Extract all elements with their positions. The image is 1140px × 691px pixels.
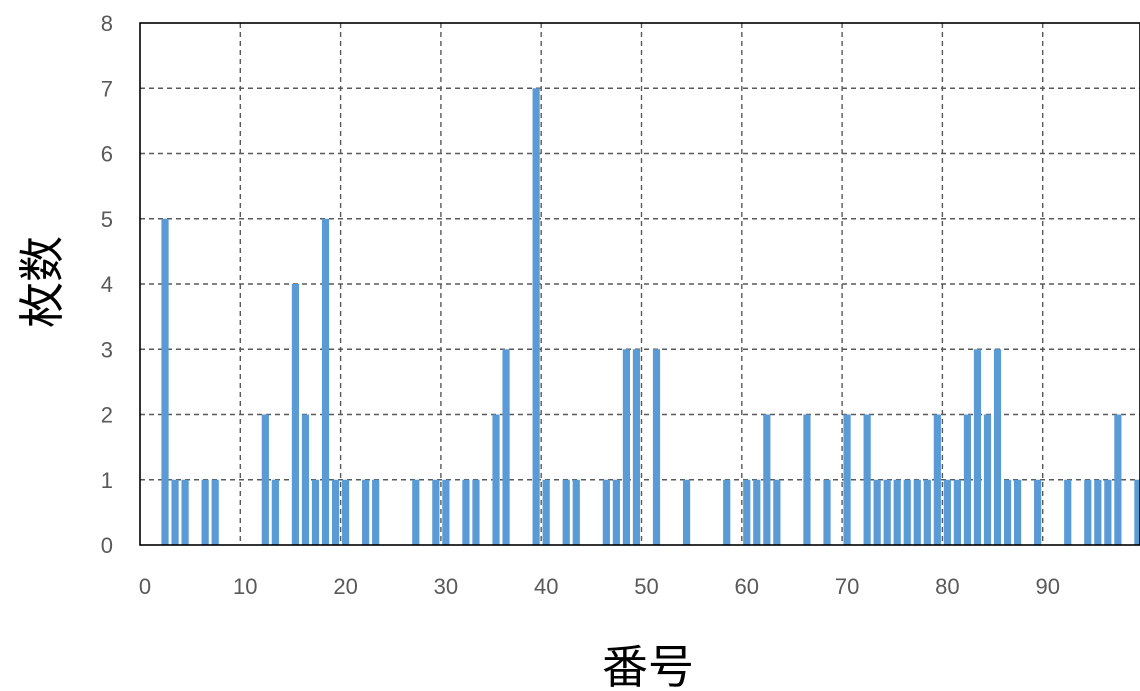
bar <box>753 479 761 545</box>
bar <box>903 479 911 545</box>
bar <box>472 479 480 545</box>
bar <box>181 479 189 545</box>
bar <box>1104 479 1112 545</box>
bar <box>201 479 209 545</box>
x-tick-labels: 0 10 20 30 40 50 60 70 80 90 <box>139 574 1060 599</box>
bar <box>602 479 610 545</box>
bar <box>1084 479 1092 545</box>
bar <box>823 479 831 545</box>
bar <box>963 414 972 545</box>
bar <box>682 479 691 545</box>
y-tick-label: 0 <box>101 533 113 558</box>
x-tick-label: 30 <box>434 574 458 599</box>
bar <box>803 414 811 545</box>
bar <box>883 479 891 545</box>
y-tick-label: 7 <box>101 76 113 101</box>
bar <box>271 479 279 545</box>
bar <box>1003 479 1012 545</box>
x-tick-label: 0 <box>139 574 151 599</box>
bar <box>562 479 570 545</box>
x-tick-label: 40 <box>534 574 558 599</box>
y-tick-label: 3 <box>101 337 113 362</box>
bar <box>933 414 941 545</box>
bar <box>492 414 500 545</box>
bar <box>432 479 440 545</box>
bars <box>161 88 1140 545</box>
bar <box>983 414 992 545</box>
bar <box>412 479 420 545</box>
bar <box>462 479 470 545</box>
x-tick-label: 80 <box>935 574 959 599</box>
bar <box>893 479 901 545</box>
y-tick-label: 5 <box>101 207 113 232</box>
bar <box>723 479 731 545</box>
bar <box>1064 479 1072 545</box>
x-tick-label: 60 <box>735 574 759 599</box>
bar <box>532 88 540 545</box>
bar <box>943 479 951 545</box>
x-tick-label: 70 <box>835 574 859 599</box>
bar <box>362 479 370 545</box>
y-tick-labels: 0 1 2 3 4 5 6 7 8 <box>101 11 113 558</box>
bar <box>1034 479 1042 545</box>
bar <box>261 414 269 545</box>
x-tick-label: 90 <box>1035 574 1059 599</box>
bar <box>863 414 871 545</box>
bar <box>211 479 219 545</box>
bar <box>1094 479 1102 545</box>
bar <box>161 218 169 545</box>
bar <box>953 479 961 545</box>
bar <box>843 414 851 545</box>
bar <box>873 479 881 545</box>
bar <box>1013 479 1022 545</box>
bar <box>321 218 330 545</box>
bar <box>301 414 310 545</box>
x-axis-title: 番号 <box>602 640 694 691</box>
bar <box>291 284 300 545</box>
bar <box>632 349 641 545</box>
bar <box>331 479 340 545</box>
bar <box>763 414 771 545</box>
bar <box>442 479 450 545</box>
y-tick-label: 2 <box>101 403 113 428</box>
bar <box>612 479 620 545</box>
y-tick-label: 6 <box>101 142 113 167</box>
bar <box>502 349 510 545</box>
bar <box>372 479 380 545</box>
y-tick-label: 8 <box>101 11 113 36</box>
bar <box>973 349 982 545</box>
bar <box>311 479 320 545</box>
bar <box>923 479 931 545</box>
bar <box>743 479 751 545</box>
bar <box>542 479 550 545</box>
x-tick-label: 50 <box>634 574 658 599</box>
bar <box>652 349 661 545</box>
bar <box>572 479 580 545</box>
plot-frame <box>139 22 1140 546</box>
bar <box>341 479 350 545</box>
y-tick-label: 4 <box>101 272 113 297</box>
bar <box>171 479 179 545</box>
x-tick-label: 20 <box>333 574 357 599</box>
y-axis-title: 枚数 <box>15 236 69 328</box>
y-tick-label: 1 <box>101 468 113 493</box>
bar <box>993 349 1002 545</box>
bar <box>913 479 921 545</box>
bar <box>1114 414 1122 545</box>
bar <box>773 479 781 545</box>
bar <box>622 349 631 545</box>
bar <box>1134 479 1140 545</box>
x-tick-label: 10 <box>233 574 257 599</box>
